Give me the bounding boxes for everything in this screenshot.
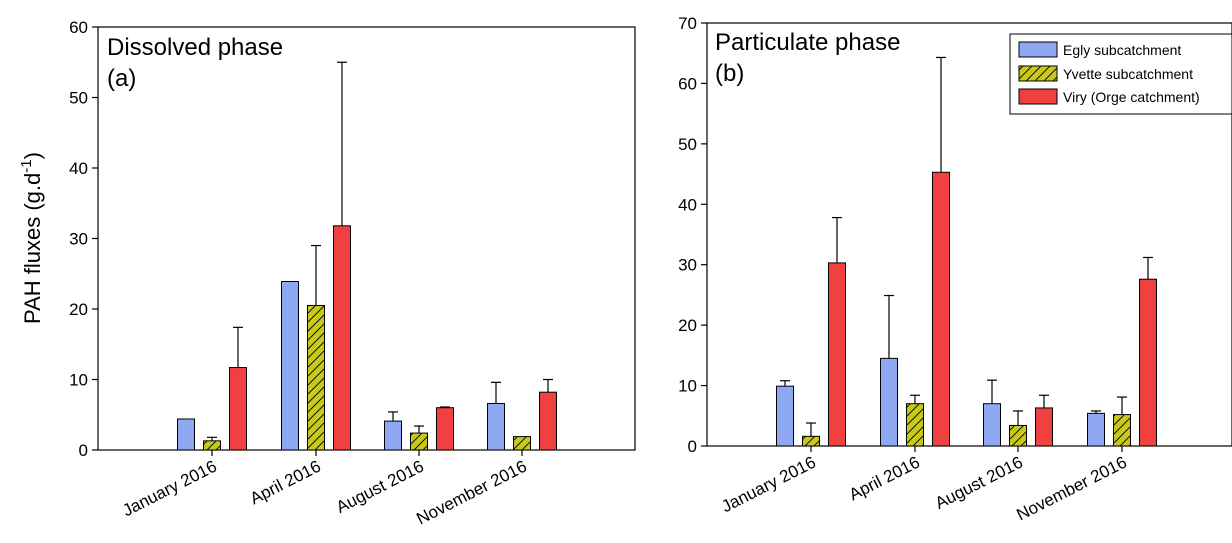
y-axis-label-main: PAH fluxes (g.d: [20, 173, 45, 324]
bar-yvette: [203, 440, 221, 451]
bar-egly: [177, 418, 195, 451]
bar-yvette: [802, 435, 820, 447]
y-tick-label: 10: [69, 371, 88, 390]
bar-yvette: [513, 436, 531, 451]
bar-viry: [1139, 278, 1157, 447]
bar-viry: [1035, 407, 1053, 447]
bar-egly: [1087, 412, 1105, 447]
bar-yvette: [410, 432, 428, 451]
bar-egly: [281, 281, 299, 451]
y-tick-label: 20: [678, 316, 697, 335]
y-tick-label: 70: [678, 14, 697, 33]
bar-viry: [539, 391, 557, 451]
x-tick-label: August 2016: [333, 457, 427, 517]
x-tick-label: April 2016: [846, 453, 923, 505]
bar-viry: [932, 171, 950, 447]
bar-yvette: [307, 304, 325, 451]
y-tick-label: 60: [678, 74, 697, 93]
y-axis-label-superscript: -1: [18, 159, 35, 172]
panel-b-title: Particulate phase: [715, 29, 900, 56]
x-tick-label: November 2016: [413, 457, 529, 529]
legend-label-viry: Viry (Orge catchment): [1063, 89, 1200, 105]
y-tick-label: 60: [69, 18, 88, 37]
y-tick-label: 20: [69, 300, 88, 319]
bar-viry: [436, 407, 454, 451]
x-tick-label: January 2016: [718, 453, 818, 517]
y-axis-b: 0 10 20 30 40 50 60 70: [678, 14, 707, 456]
bar-egly: [880, 357, 898, 447]
bar-viry: [828, 262, 846, 447]
legend: Egly subcatchment Yvette subcatchment Vi…: [1009, 33, 1232, 115]
y-axis-a: 0 10 20 30 40 50 60: [69, 18, 98, 460]
plot-frame-b: [706, 22, 1232, 447]
y-tick-label: 0: [79, 441, 88, 460]
bar-viry: [333, 225, 351, 451]
bar-egly: [384, 420, 402, 451]
legend-swatch-egly: [1018, 41, 1058, 58]
x-tick-label: April 2016: [247, 457, 324, 509]
x-axis-b: January 2016 April 2016 August 2016Novembe…: [718, 446, 1130, 525]
y-axis-label-close: ): [20, 152, 45, 159]
y-tick-label: 30: [678, 256, 697, 275]
panel-b-label: (b): [715, 60, 744, 87]
x-axis-a: January 2016 April 2016 August 2016Novembe…: [119, 450, 530, 529]
legend-swatch-viry: [1018, 88, 1058, 105]
bar-yvette: [1113, 414, 1131, 447]
legend-label-yvette: Yvette subcatchment: [1063, 66, 1193, 82]
x-tick-label: November 2016: [1013, 453, 1129, 525]
legend-label-egly: Egly subcatchment: [1063, 42, 1181, 58]
y-tick-label: 40: [678, 195, 697, 214]
bar-viry: [229, 367, 247, 451]
y-tick-label: 0: [688, 437, 697, 456]
panel-particulate: Particulate phase (b) 0 10 20 30 40 50 60 70 Ja…: [678, 14, 1232, 524]
y-axis-label: PAH fluxes (g.d-1): [18, 152, 45, 324]
y-tick-label: 10: [678, 377, 697, 396]
bars-b: [776, 56, 1157, 447]
panel-dissolved: Dissolved phase (a) PAH fluxes (g.d-1) 0…: [18, 18, 636, 529]
y-tick-label: 40: [69, 159, 88, 178]
bar-egly: [776, 385, 794, 447]
y-tick-label: 30: [69, 230, 88, 249]
legend-swatch-yvette: [1018, 65, 1058, 82]
bars-a: [177, 61, 557, 451]
x-tick-label: August 2016: [932, 453, 1026, 513]
panel-a-label: (a): [107, 65, 136, 92]
y-tick-label: 50: [678, 135, 697, 154]
bar-yvette: [906, 403, 924, 447]
panel-a-title: Dissolved phase: [107, 34, 283, 61]
y-tick-label: 50: [69, 89, 88, 108]
x-tick-label: January 2016: [119, 457, 219, 521]
plot-frame-a: [97, 26, 636, 451]
bar-yvette: [1009, 424, 1027, 447]
bar-egly: [983, 403, 1001, 447]
bar-egly: [487, 402, 505, 451]
